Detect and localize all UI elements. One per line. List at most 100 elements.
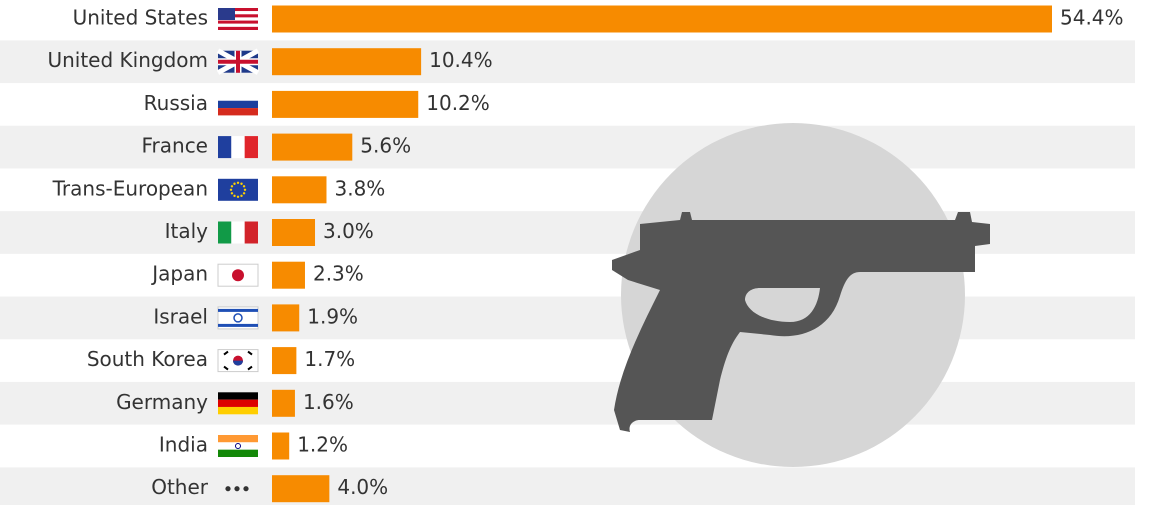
value-label: 54.4% xyxy=(1060,6,1124,30)
flag-part xyxy=(244,221,258,244)
gun-illustration xyxy=(612,123,990,467)
flag-part xyxy=(218,20,258,24)
category-label: South Korea xyxy=(87,347,208,371)
flag-part xyxy=(218,308,258,312)
flag-part xyxy=(218,108,258,116)
flag-part xyxy=(218,442,258,450)
category-label: India xyxy=(159,433,208,457)
category-label: Trans-European xyxy=(52,176,208,200)
value-label: 3.8% xyxy=(334,176,385,200)
flag-part xyxy=(233,182,236,185)
category-label: Japan xyxy=(150,262,208,286)
row-band xyxy=(0,467,1135,505)
flag-part xyxy=(218,449,258,457)
flag-part xyxy=(218,23,258,27)
flag-part xyxy=(233,360,243,366)
bar xyxy=(272,389,295,417)
value-label: 10.4% xyxy=(429,48,493,72)
flag-icon xyxy=(218,93,258,116)
flag-icon xyxy=(217,349,259,373)
category-label: Russia xyxy=(144,91,208,115)
row-band xyxy=(0,40,1135,84)
flag-part xyxy=(233,194,236,198)
flag-part xyxy=(218,406,258,415)
flag-part xyxy=(218,11,258,15)
bar xyxy=(272,219,316,246)
flag-part xyxy=(229,188,233,191)
category-label: France xyxy=(141,134,208,158)
bar xyxy=(272,176,327,204)
flag-icon xyxy=(218,178,258,201)
flag-part xyxy=(244,136,258,159)
bar xyxy=(272,475,330,503)
bar xyxy=(272,432,290,460)
bar xyxy=(272,5,1052,33)
flag-part xyxy=(243,486,249,492)
flag-part xyxy=(243,188,247,191)
bar xyxy=(272,48,422,76)
flag-icon xyxy=(218,392,258,415)
flag-part xyxy=(218,136,232,159)
flag-part xyxy=(234,486,240,492)
flag-part xyxy=(218,8,258,12)
flag-part xyxy=(218,17,258,21)
flag-part xyxy=(242,192,246,195)
flag-part xyxy=(218,221,232,244)
flag-part xyxy=(218,435,258,443)
flag-part xyxy=(223,350,253,371)
flag-part xyxy=(218,178,258,201)
value-label: 1.9% xyxy=(307,304,358,328)
category-label: Italy xyxy=(165,219,209,243)
flag-part xyxy=(231,136,245,159)
flag-part xyxy=(218,399,258,407)
row-band xyxy=(0,381,1135,425)
value-label: 1.7% xyxy=(304,347,355,371)
value-label: 4.0% xyxy=(337,475,388,499)
flag-part xyxy=(230,192,234,195)
flag-part xyxy=(242,185,246,188)
category-label: Israel xyxy=(153,304,208,328)
flag-part xyxy=(232,269,244,282)
value-label: 1.2% xyxy=(297,433,348,457)
flag-icon xyxy=(216,48,260,75)
flag-part xyxy=(225,486,231,492)
value-label: 1.6% xyxy=(303,390,354,414)
bar xyxy=(272,261,305,289)
value-label: 3.0% xyxy=(323,219,374,243)
flag-part xyxy=(217,306,259,330)
flag-part xyxy=(236,195,240,198)
flag-part xyxy=(231,221,245,244)
flag-part xyxy=(240,194,243,198)
category-label: Other xyxy=(151,475,209,499)
flag-part xyxy=(218,323,258,327)
category-label: United States xyxy=(73,6,208,30)
row-band xyxy=(0,125,1135,169)
flag-icon xyxy=(217,306,259,330)
flag-part xyxy=(230,185,234,188)
flag-part xyxy=(218,50,258,73)
flag-part xyxy=(218,14,258,18)
flag-part xyxy=(218,392,258,400)
flag-part xyxy=(236,181,240,184)
value-label: 10.2% xyxy=(426,91,490,115)
flag-part xyxy=(218,93,258,101)
flag-icon xyxy=(218,221,258,244)
flag-part xyxy=(218,100,258,109)
bar xyxy=(272,133,353,161)
category-label: United Kingdom xyxy=(47,48,208,72)
bar xyxy=(272,347,297,375)
value-label: 5.6% xyxy=(360,134,411,158)
gun-icon xyxy=(612,212,990,432)
flag-part xyxy=(235,443,241,449)
bar xyxy=(272,90,419,118)
flag-part xyxy=(218,8,235,20)
category-label: Germany xyxy=(116,390,208,414)
flag-part xyxy=(240,182,243,185)
flag-icon xyxy=(225,486,249,492)
flag-icon xyxy=(218,8,258,30)
flag-part xyxy=(218,26,258,30)
flag-part xyxy=(233,313,243,323)
value-label: 2.3% xyxy=(313,262,364,286)
bar xyxy=(272,304,300,332)
